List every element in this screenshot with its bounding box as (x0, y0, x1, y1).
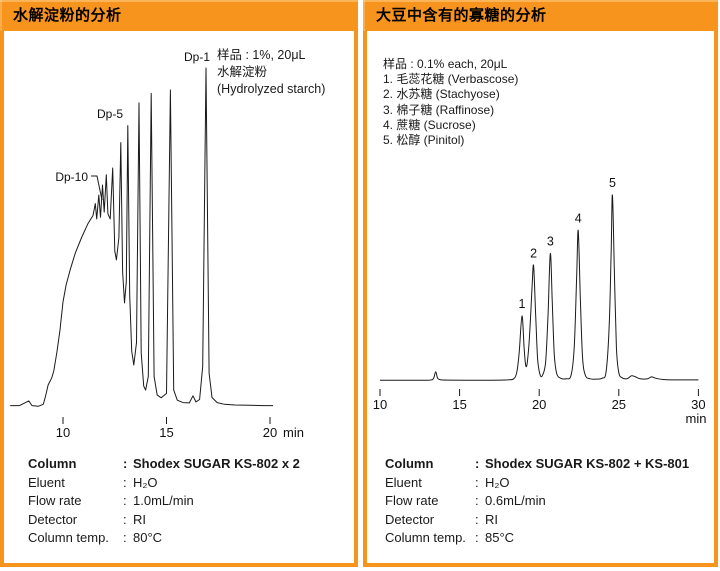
spec-value: Shodex SUGAR KS-802 + KS-801 (485, 456, 690, 471)
sample-line: 1. 毛蕊花糖 (Verbascose) (383, 72, 519, 87)
spec-row-column-temp: Column temp. : 80°C (28, 529, 300, 548)
peak-label: 1 (519, 297, 526, 311)
spec-label: Flow rate (385, 493, 439, 509)
x-tick-label: 10 (373, 397, 387, 412)
spec-value: Shodex SUGAR KS-802 x 2 (133, 456, 300, 471)
spec-value: 85°C (485, 530, 515, 546)
peak-label: 5 (609, 176, 616, 190)
spec-row-column: Column : Shodex SUGAR KS-802 + KS-801 (385, 455, 689, 474)
spec-value: 80°C (133, 530, 163, 546)
spec-table-right: Column : Shodex SUGAR KS-802 + KS-801 El… (385, 455, 689, 548)
sample-line: 3. 棉子糖 (Raffinose) (383, 102, 495, 117)
trace-path (380, 194, 699, 381)
panel-left-title: 水解淀粉的分析 (13, 7, 122, 24)
spec-separator: : (123, 456, 128, 471)
peak-label: Dp-1 (184, 50, 210, 64)
x-tick-label: 10 (56, 425, 70, 440)
spec-row-eluent: Eluent : H₂O (385, 474, 689, 493)
trace-path (10, 67, 274, 407)
spec-label: Detector (385, 511, 435, 527)
spec-value: 0.6mL/min (485, 493, 546, 509)
x-axis-unit-label: min (686, 411, 707, 426)
peak-label: 3 (547, 235, 554, 249)
spec-separator: : (475, 511, 479, 527)
sample-line: 4. 蔗糖 (Sucrose) (383, 117, 476, 132)
spec-label: Detector (28, 511, 78, 527)
spec-table-left: Column : Shodex SUGAR KS-802 x 2 Eluent … (28, 455, 300, 548)
spec-value: RI (485, 511, 498, 527)
sample-line: (Hydrolyzed starch) (217, 82, 326, 96)
spec-label: Column (385, 456, 434, 471)
panel-hydrolyzed-starch: 水解淀粉的分析 10 15 20 min Dp-1 Dp-5 Dp-10 样品 : 1%, … (0, 0, 358, 567)
spec-separator: : (123, 474, 127, 490)
spec-row-detector: Detector : RI (385, 511, 689, 530)
sample-line: 水解淀粉 (217, 65, 268, 79)
spec-label: Column (28, 456, 77, 471)
x-tick-label: 20 (532, 397, 546, 412)
peak-label: Dp-10 (55, 170, 88, 184)
panel-left-header: 水解淀粉的分析 (0, 0, 358, 31)
spec-value: 1.0mL/min (133, 493, 194, 509)
x-tick-label: 25 (612, 397, 626, 412)
spec-separator: : (475, 530, 479, 546)
x-tick-label: 20 (263, 425, 277, 440)
spec-row-eluent: Eluent : H₂O (28, 474, 300, 493)
spec-label: Eluent (385, 474, 422, 490)
spec-label: Column temp. (28, 530, 109, 546)
spec-row-detector: Detector : RI (28, 511, 300, 530)
spec-separator: : (123, 530, 127, 546)
panel-right-title: 大豆中含有的寡糖的分析 (376, 7, 547, 24)
panel-soybean-oligosaccharides: 大豆中含有的寡糖的分析 10 15 20 25 30 min 1 2 3 4 5 样品 : 0.1%… (363, 0, 718, 567)
sample-line: 样品 : 0.1% each, 20μL (383, 57, 508, 71)
spec-separator: : (123, 493, 127, 509)
peak-label: 4 (575, 211, 582, 225)
spec-separator: : (475, 493, 479, 509)
annotation-pointer-line (91, 175, 103, 201)
spec-label: Flow rate (28, 493, 82, 509)
x-tick-label: 15 (159, 425, 173, 440)
spec-separator: : (475, 456, 480, 471)
spec-row-flow-rate: Flow rate : 0.6mL/min (385, 492, 689, 511)
x-tick-label: 15 (452, 397, 466, 412)
sample-info-left: 样品 : 1%, 20μL 水解淀粉 (Hydrolyzed starch) (217, 47, 325, 98)
sample-line: 样品 : 1%, 20μL (217, 48, 306, 62)
spec-value: RI (133, 511, 146, 527)
peak-label: Dp-5 (97, 107, 123, 121)
spec-separator: : (123, 511, 127, 527)
spec-separator: : (475, 474, 479, 490)
spec-row-column: Column : Shodex SUGAR KS-802 x 2 (28, 455, 300, 474)
peak-label: 2 (530, 247, 537, 261)
sample-line: 5. 松醇 (Pinitol) (383, 133, 465, 148)
spec-value: H₂O (485, 474, 510, 490)
spec-label: Eluent (28, 474, 65, 490)
x-tick-label: 30 (691, 397, 705, 412)
sample-info-right: 样品 : 0.1% each, 20μL 1. 毛蕊花糖 (Verbascose… (383, 57, 518, 148)
panel-right-header: 大豆中含有的寡糖的分析 (363, 0, 718, 31)
spec-label: Column temp. (385, 530, 466, 546)
spec-row-column-temp: Column temp. : 85°C (385, 529, 689, 548)
spec-row-flow-rate: Flow rate : 1.0mL/min (28, 492, 300, 511)
x-axis-unit-label: min (283, 425, 304, 440)
sample-line: 2. 水苏糖 (Stachyose) (383, 87, 500, 102)
spec-value: H₂O (133, 474, 158, 490)
